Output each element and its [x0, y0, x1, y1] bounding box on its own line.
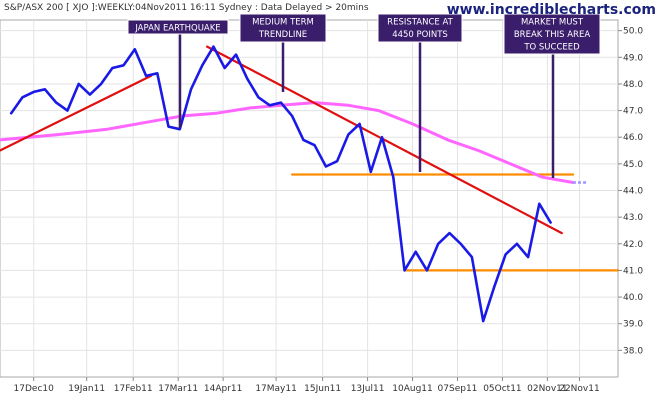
- x-tick-label: 17Feb11: [114, 384, 153, 394]
- x-tick-label: 05Oct11: [483, 384, 521, 394]
- annotation-box: [377, 13, 463, 43]
- x-tick-label: 15Jun11: [304, 384, 341, 394]
- x-tick-label: 02Nov11: [527, 384, 567, 394]
- annotation-text: MEDIUM TERM: [252, 18, 314, 28]
- x-tick-label: 13Jul11: [351, 384, 385, 394]
- y-tick-label: 43.0: [623, 213, 643, 223]
- annotations: JAPAN EARTHQUAKE MEDIUM TERM TRENDLINE RESI…: [127, 13, 601, 178]
- x-tick-label: 17May11: [255, 384, 297, 394]
- annotation-box: [503, 13, 601, 55]
- trendline: [206, 45, 563, 235]
- y-tick-label: 42.0: [623, 240, 643, 250]
- y-tick-label: 47.0: [623, 107, 643, 117]
- y-tick-label: 50.0: [623, 27, 643, 37]
- annotation-text: 4450 POINTS: [392, 30, 448, 40]
- y-tick-label: 49.0: [623, 53, 643, 63]
- x-tick-label: 07Sep11: [438, 384, 478, 394]
- x-tick-label: 17Mar11: [158, 384, 198, 394]
- annotation-text: MARKET MUST: [521, 18, 584, 28]
- x-tick-label: 14Apr11: [204, 384, 242, 394]
- y-tick-label: 46.0: [623, 133, 643, 143]
- axis-ticks: 17Dec10 19Jan11 17Feb11 17Mar11 14Apr11 17May…: [14, 27, 644, 394]
- y-tick-label: 48.0: [623, 80, 643, 90]
- x-tick-label: 19Jan11: [68, 384, 105, 394]
- y-tick-label: 40.0: [623, 293, 643, 303]
- price-line: [9, 45, 552, 323]
- annotation-text: TRENDLINE: [258, 30, 307, 40]
- annotation-text: TO SUCCEED: [523, 43, 580, 53]
- series-layer: [0, 45, 620, 323]
- chart-header-info: S&P/ASX 200 [ XJO ]:WEEKLY:04Nov2011 16:…: [4, 3, 369, 13]
- x-tick-label: 22Nov11: [559, 384, 599, 394]
- x-tick-label: 10Aug11: [392, 384, 432, 394]
- y-tick-label: 44.0: [623, 187, 643, 197]
- trendline: [0, 74, 152, 152]
- x-tick-label: 17Dec10: [14, 384, 55, 394]
- y-tick-label: 45.0: [623, 160, 643, 170]
- annotation-box: [239, 13, 327, 43]
- grid: [0, 20, 618, 377]
- annotation-text: JAPAN EARTHQUAKE: [134, 24, 220, 34]
- annotation-box: [127, 19, 229, 35]
- annotation-text: BREAK THIS AREA: [514, 30, 590, 40]
- y-tick-label: 39.0: [623, 320, 643, 330]
- y-tick-label: 38.0: [623, 346, 643, 356]
- y-tick-label: 41.0: [623, 266, 643, 276]
- annotation-text: RESISTANCE AT: [387, 18, 453, 28]
- brand-watermark: www.incrediblecharts.com: [447, 2, 656, 18]
